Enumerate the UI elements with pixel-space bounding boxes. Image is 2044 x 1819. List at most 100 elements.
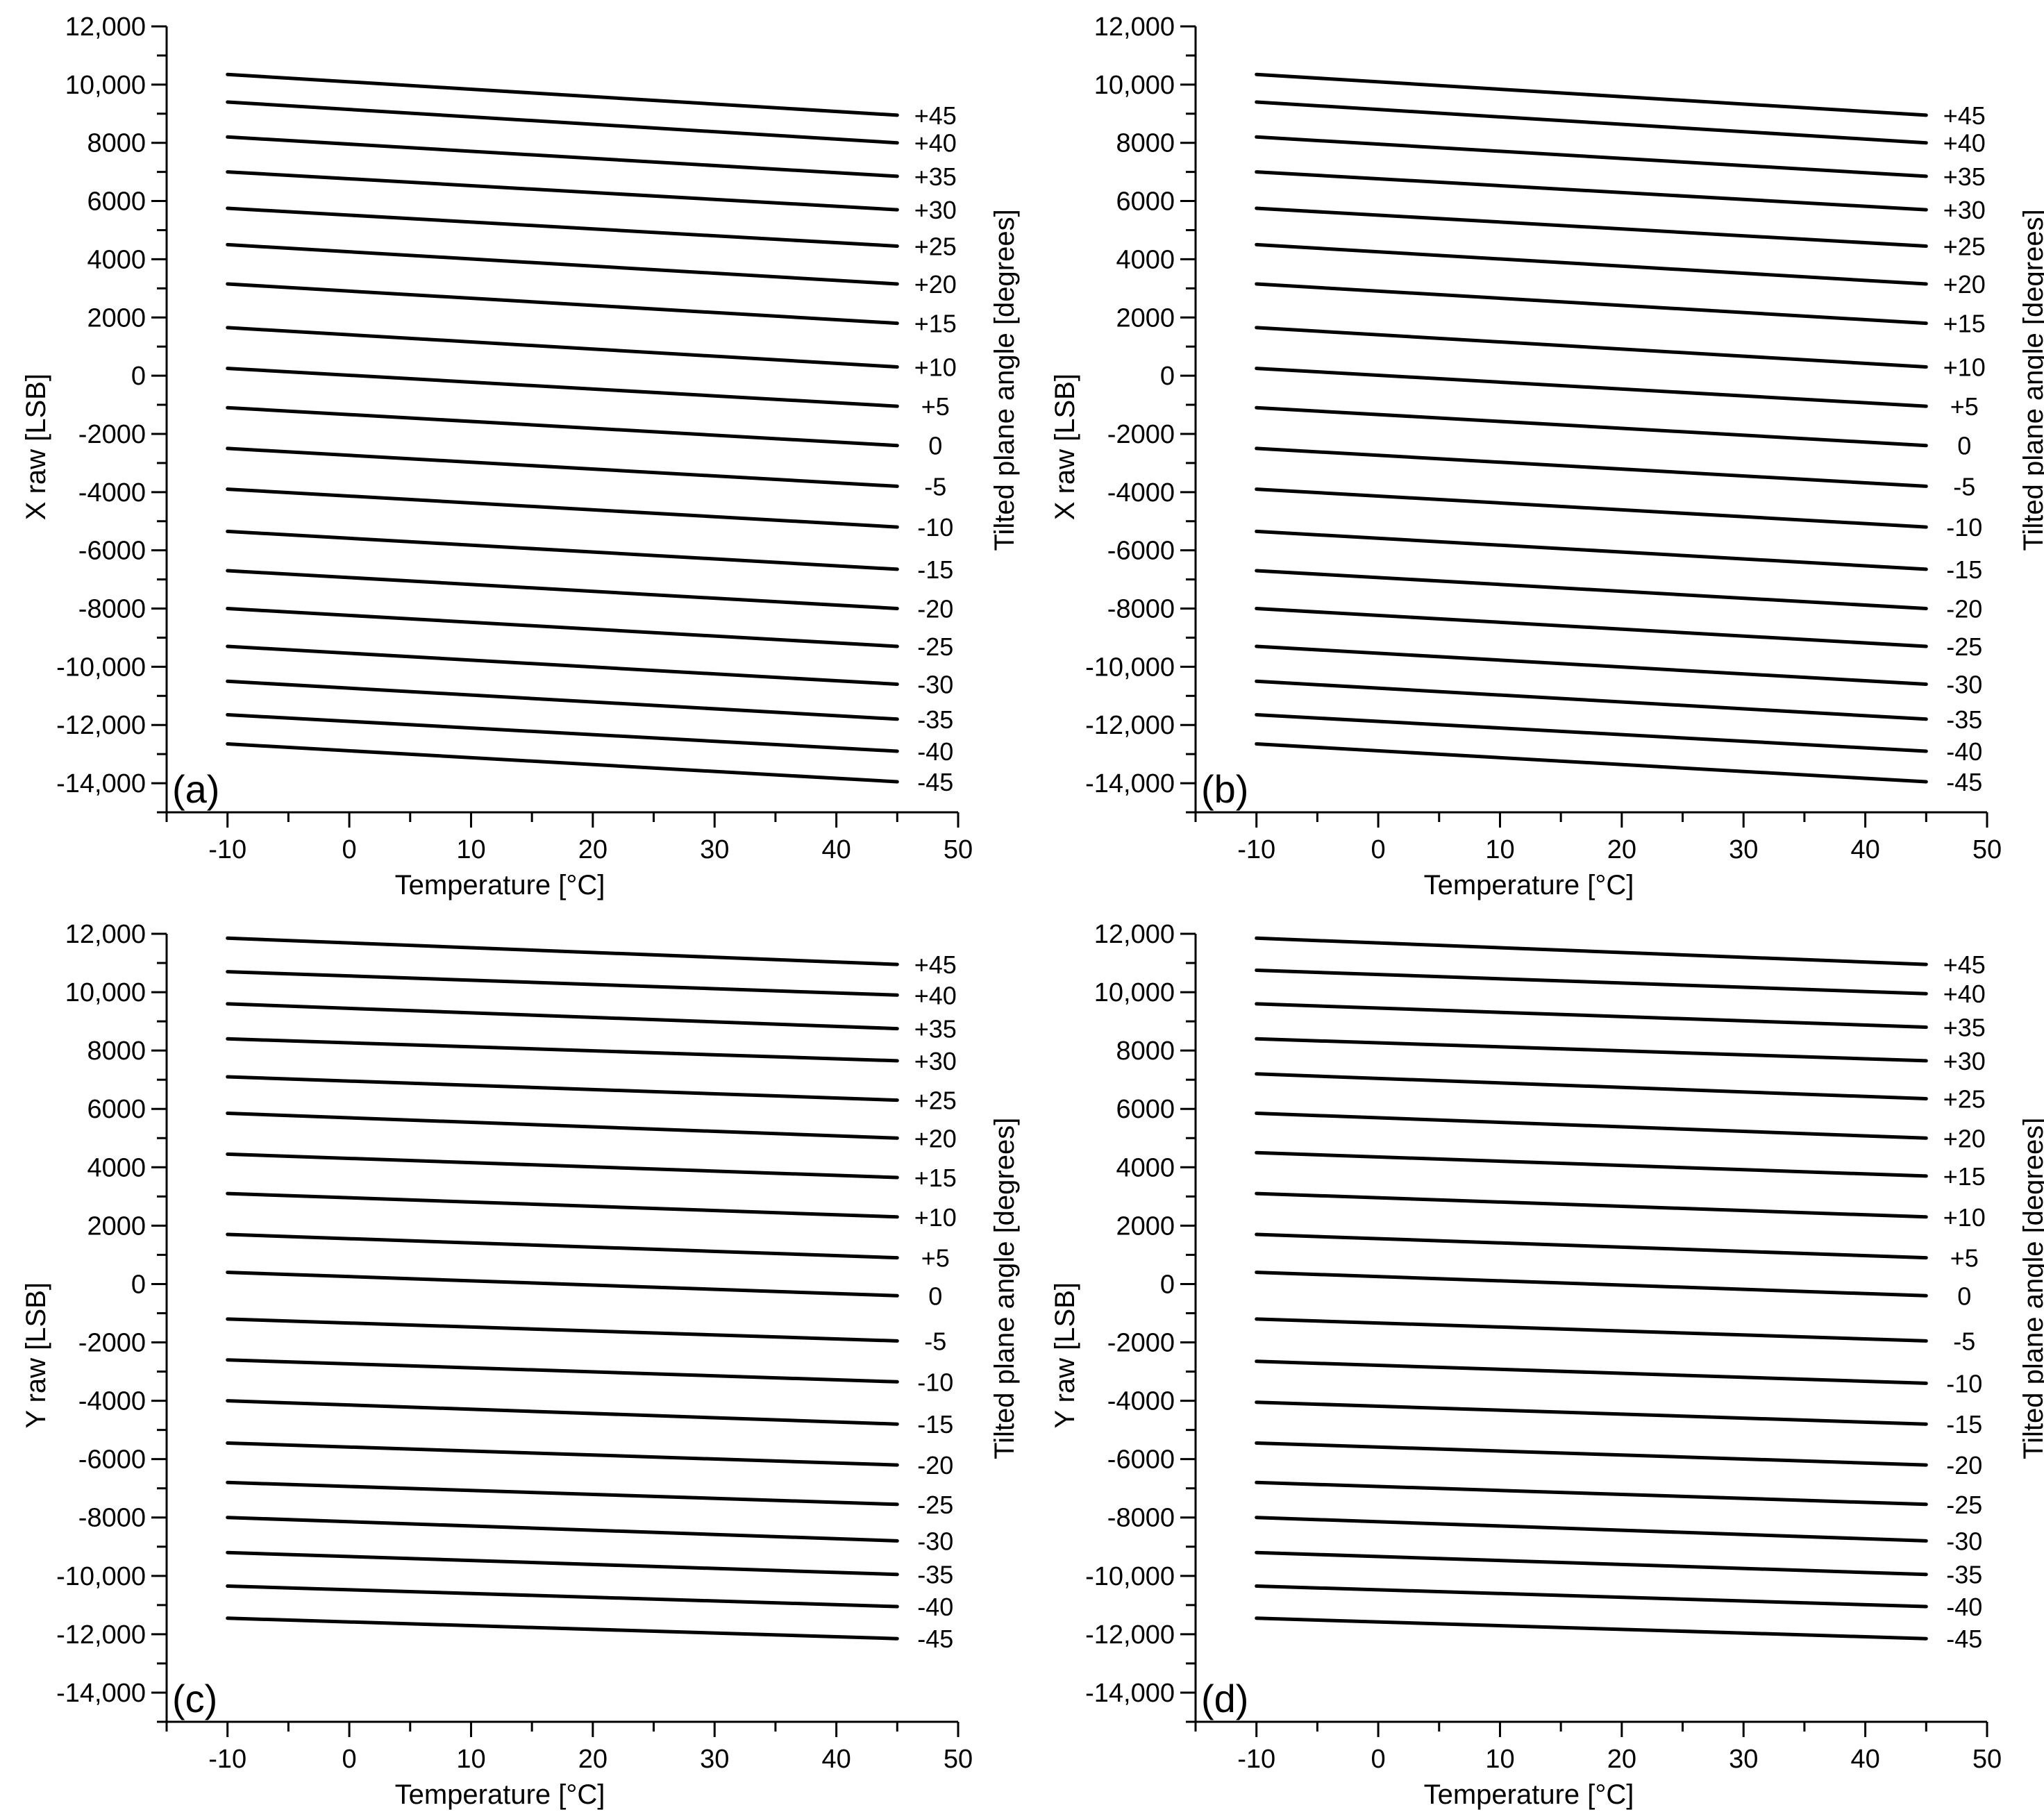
y-tick-label: 0 [131, 1270, 146, 1299]
series-line [226, 1399, 899, 1426]
y-tick-label: 10,000 [65, 71, 146, 100]
y-tick-label: -14,000 [56, 1679, 146, 1708]
series-angle-label: -5 [924, 472, 946, 501]
series-angle-label: +35 [914, 162, 957, 191]
right-axis-title: Tilted plane angle [degrees] [2018, 209, 2044, 551]
series-line [1255, 742, 1928, 784]
series-angle-label: +10 [914, 1203, 957, 1232]
y-tick-label: -10,000 [56, 1562, 146, 1591]
series-angle-label: -30 [917, 1527, 953, 1555]
series-angle-label: +10 [914, 353, 957, 382]
series-line [1255, 1516, 1928, 1543]
x-axis-title: Temperature [°C] [395, 870, 605, 900]
y-tick-label: 6000 [87, 187, 146, 217]
x-tick-label: 10 [456, 1745, 485, 1774]
series-angle-label: -15 [1946, 1410, 1982, 1439]
series-angle-label: +35 [1943, 1014, 1986, 1042]
y-axis-title: X raw [LSB] [1050, 374, 1080, 520]
series-line [1255, 644, 1928, 686]
y-tick-label: -4000 [1107, 478, 1175, 508]
series-angle-label: +40 [914, 981, 957, 1009]
y-tick-label: -2000 [1107, 420, 1175, 449]
x-tick-label: 20 [578, 835, 608, 864]
y-tick-label: 8000 [1116, 1037, 1175, 1066]
series-line [226, 713, 899, 753]
series-line [226, 1550, 899, 1577]
series-angle-label: -40 [917, 737, 953, 766]
series-line [1255, 1550, 1928, 1577]
series-line [226, 367, 899, 408]
y-tick-label: 10,000 [65, 978, 146, 1007]
series-angle-label: 0 [1957, 1282, 1971, 1310]
x-tick-label: 40 [821, 1745, 851, 1774]
series-angle-label: +45 [914, 950, 957, 979]
y-tick-label: -12,000 [56, 1620, 146, 1650]
y-tick-label: -2000 [1107, 1329, 1175, 1358]
series-line [226, 326, 899, 369]
series-line [1255, 135, 1928, 178]
series-angle-label: +25 [1943, 1085, 1986, 1114]
y-tick-label: -8000 [1107, 1504, 1175, 1533]
y-tick-label: 8000 [87, 129, 146, 158]
y-tick-label: 12,000 [1094, 12, 1175, 42]
series-angle-label: +15 [1943, 1162, 1986, 1191]
series-line [226, 1358, 899, 1384]
panel-label: (a) [172, 767, 219, 811]
series-angle-label: -10 [1946, 513, 1982, 542]
series-line [1255, 405, 1928, 448]
y-tick-label: -8000 [78, 1504, 146, 1533]
x-tick-label: 50 [944, 835, 973, 864]
y-tick-label: 0 [1160, 1270, 1175, 1299]
x-tick-label: 30 [1729, 835, 1758, 864]
x-tick-label: -10 [1237, 1745, 1275, 1774]
series-line [226, 529, 899, 571]
series-angle-label: -15 [917, 555, 953, 584]
series-line [226, 936, 899, 966]
series-angle-label: +10 [1943, 1203, 1986, 1232]
x-axis-title: Temperature [°C] [1424, 1779, 1634, 1810]
series-angle-label: +45 [1943, 950, 1986, 979]
y-tick-label: -8000 [78, 595, 146, 624]
chart-panel-b: 12,00010,00080006000400020000-2000-4000-… [1050, 12, 2044, 900]
x-tick-label: 40 [1850, 835, 1879, 864]
series-angle-label: +30 [914, 1047, 957, 1075]
y-tick-label: -12,000 [1085, 711, 1175, 740]
y-tick-label: -2000 [78, 420, 146, 449]
series-line [1255, 529, 1928, 571]
series-line [1255, 569, 1928, 610]
series-line [1255, 969, 1928, 996]
series-angle-label: +40 [1943, 980, 1986, 1008]
series-angle-label: +5 [921, 392, 950, 421]
series-line [1255, 1232, 1928, 1260]
y-tick-label: 12,000 [65, 920, 146, 949]
series-angle-label: +40 [914, 129, 957, 158]
y-tick-label: -12,000 [56, 711, 146, 740]
y-tick-label: 2000 [1116, 1212, 1175, 1241]
x-tick-label: -10 [208, 835, 246, 864]
series-line [226, 742, 899, 784]
series-angle-label: -10 [1946, 1369, 1982, 1398]
series-angle-label: -40 [917, 1593, 953, 1621]
y-tick-label: -14,000 [56, 769, 146, 798]
series-line [1255, 713, 1928, 753]
series-angle-label: -5 [1953, 472, 1975, 501]
x-tick-label: 0 [342, 835, 357, 864]
right-axis-title: Tilted plane angle [degrees] [2018, 1118, 2044, 1459]
x-tick-label: 20 [1607, 1745, 1636, 1774]
series-angle-label: +30 [1943, 1047, 1986, 1075]
series-line [226, 405, 899, 448]
series-line [1255, 72, 1928, 117]
x-tick-label: 30 [700, 835, 729, 864]
series-angle-label: -40 [1946, 737, 1982, 766]
series-line [1255, 326, 1928, 369]
y-tick-label: 10,000 [1094, 71, 1175, 100]
y-tick-label: 8000 [1116, 129, 1175, 158]
panel-label: (d) [1201, 1677, 1248, 1720]
series-line [1255, 1400, 1928, 1426]
y-tick-label: -12,000 [1085, 1620, 1175, 1650]
series-line [1255, 1191, 1928, 1219]
x-tick-label: 0 [342, 1745, 357, 1774]
series-angle-label: +25 [914, 1087, 957, 1115]
y-tick-label: 4000 [1116, 1153, 1175, 1182]
